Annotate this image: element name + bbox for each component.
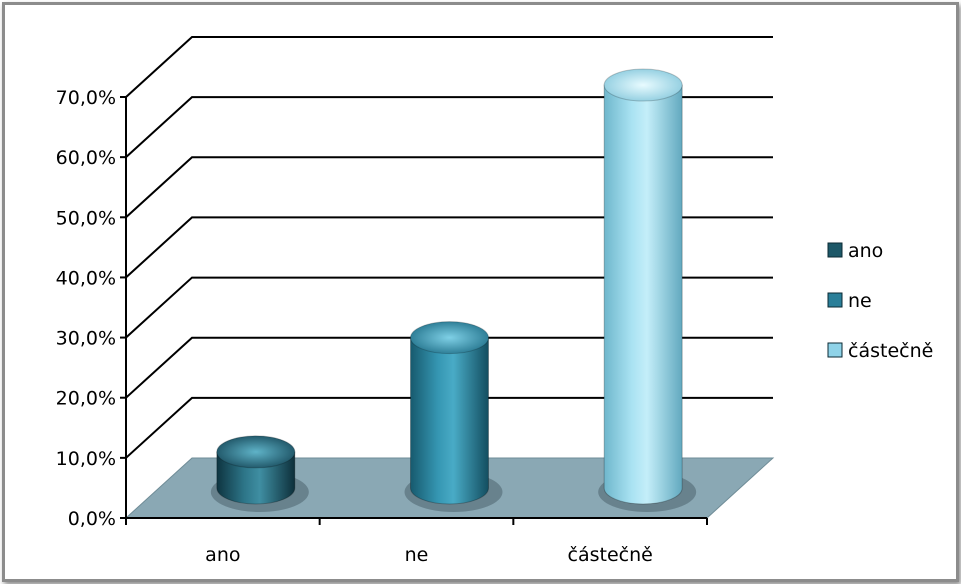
y-tick-label: 70,0% — [56, 87, 116, 109]
y-tick-label: 50,0% — [56, 207, 116, 229]
bar-3 — [598, 68, 697, 512]
bar-1 — [210, 435, 309, 512]
gridline — [125, 36, 773, 98]
x-category-label: částečně — [568, 544, 653, 566]
legend-entry: částečně — [848, 340, 933, 362]
bar-2 — [404, 321, 503, 512]
legend-swatch — [827, 242, 843, 258]
y-tick-label: 0,0% — [68, 508, 116, 530]
legend-swatch — [827, 342, 843, 358]
y-tick-label: 20,0% — [56, 388, 116, 410]
cylinder-bar-chart: 0,0% 10,0% 20,0% 30,0% 40,0% 50,0% 60,0% 70,0% a… — [56, 36, 933, 566]
legend-entry: ne — [848, 290, 872, 312]
y-tick-label: 40,0% — [56, 267, 116, 289]
legend-entry: ano — [848, 240, 883, 262]
gridline — [125, 96, 773, 158]
y-tick-label: 60,0% — [56, 147, 116, 169]
x-category-label: ne — [405, 544, 429, 566]
gridline — [125, 336, 773, 399]
gridline — [125, 276, 773, 339]
gridline — [125, 156, 773, 219]
gridline — [125, 216, 773, 279]
x-category-label: ano — [205, 544, 240, 566]
legend-swatch — [827, 292, 843, 308]
y-tick-label: 30,0% — [56, 328, 116, 350]
gridline — [125, 396, 773, 459]
y-tick-label: 10,0% — [56, 448, 116, 470]
